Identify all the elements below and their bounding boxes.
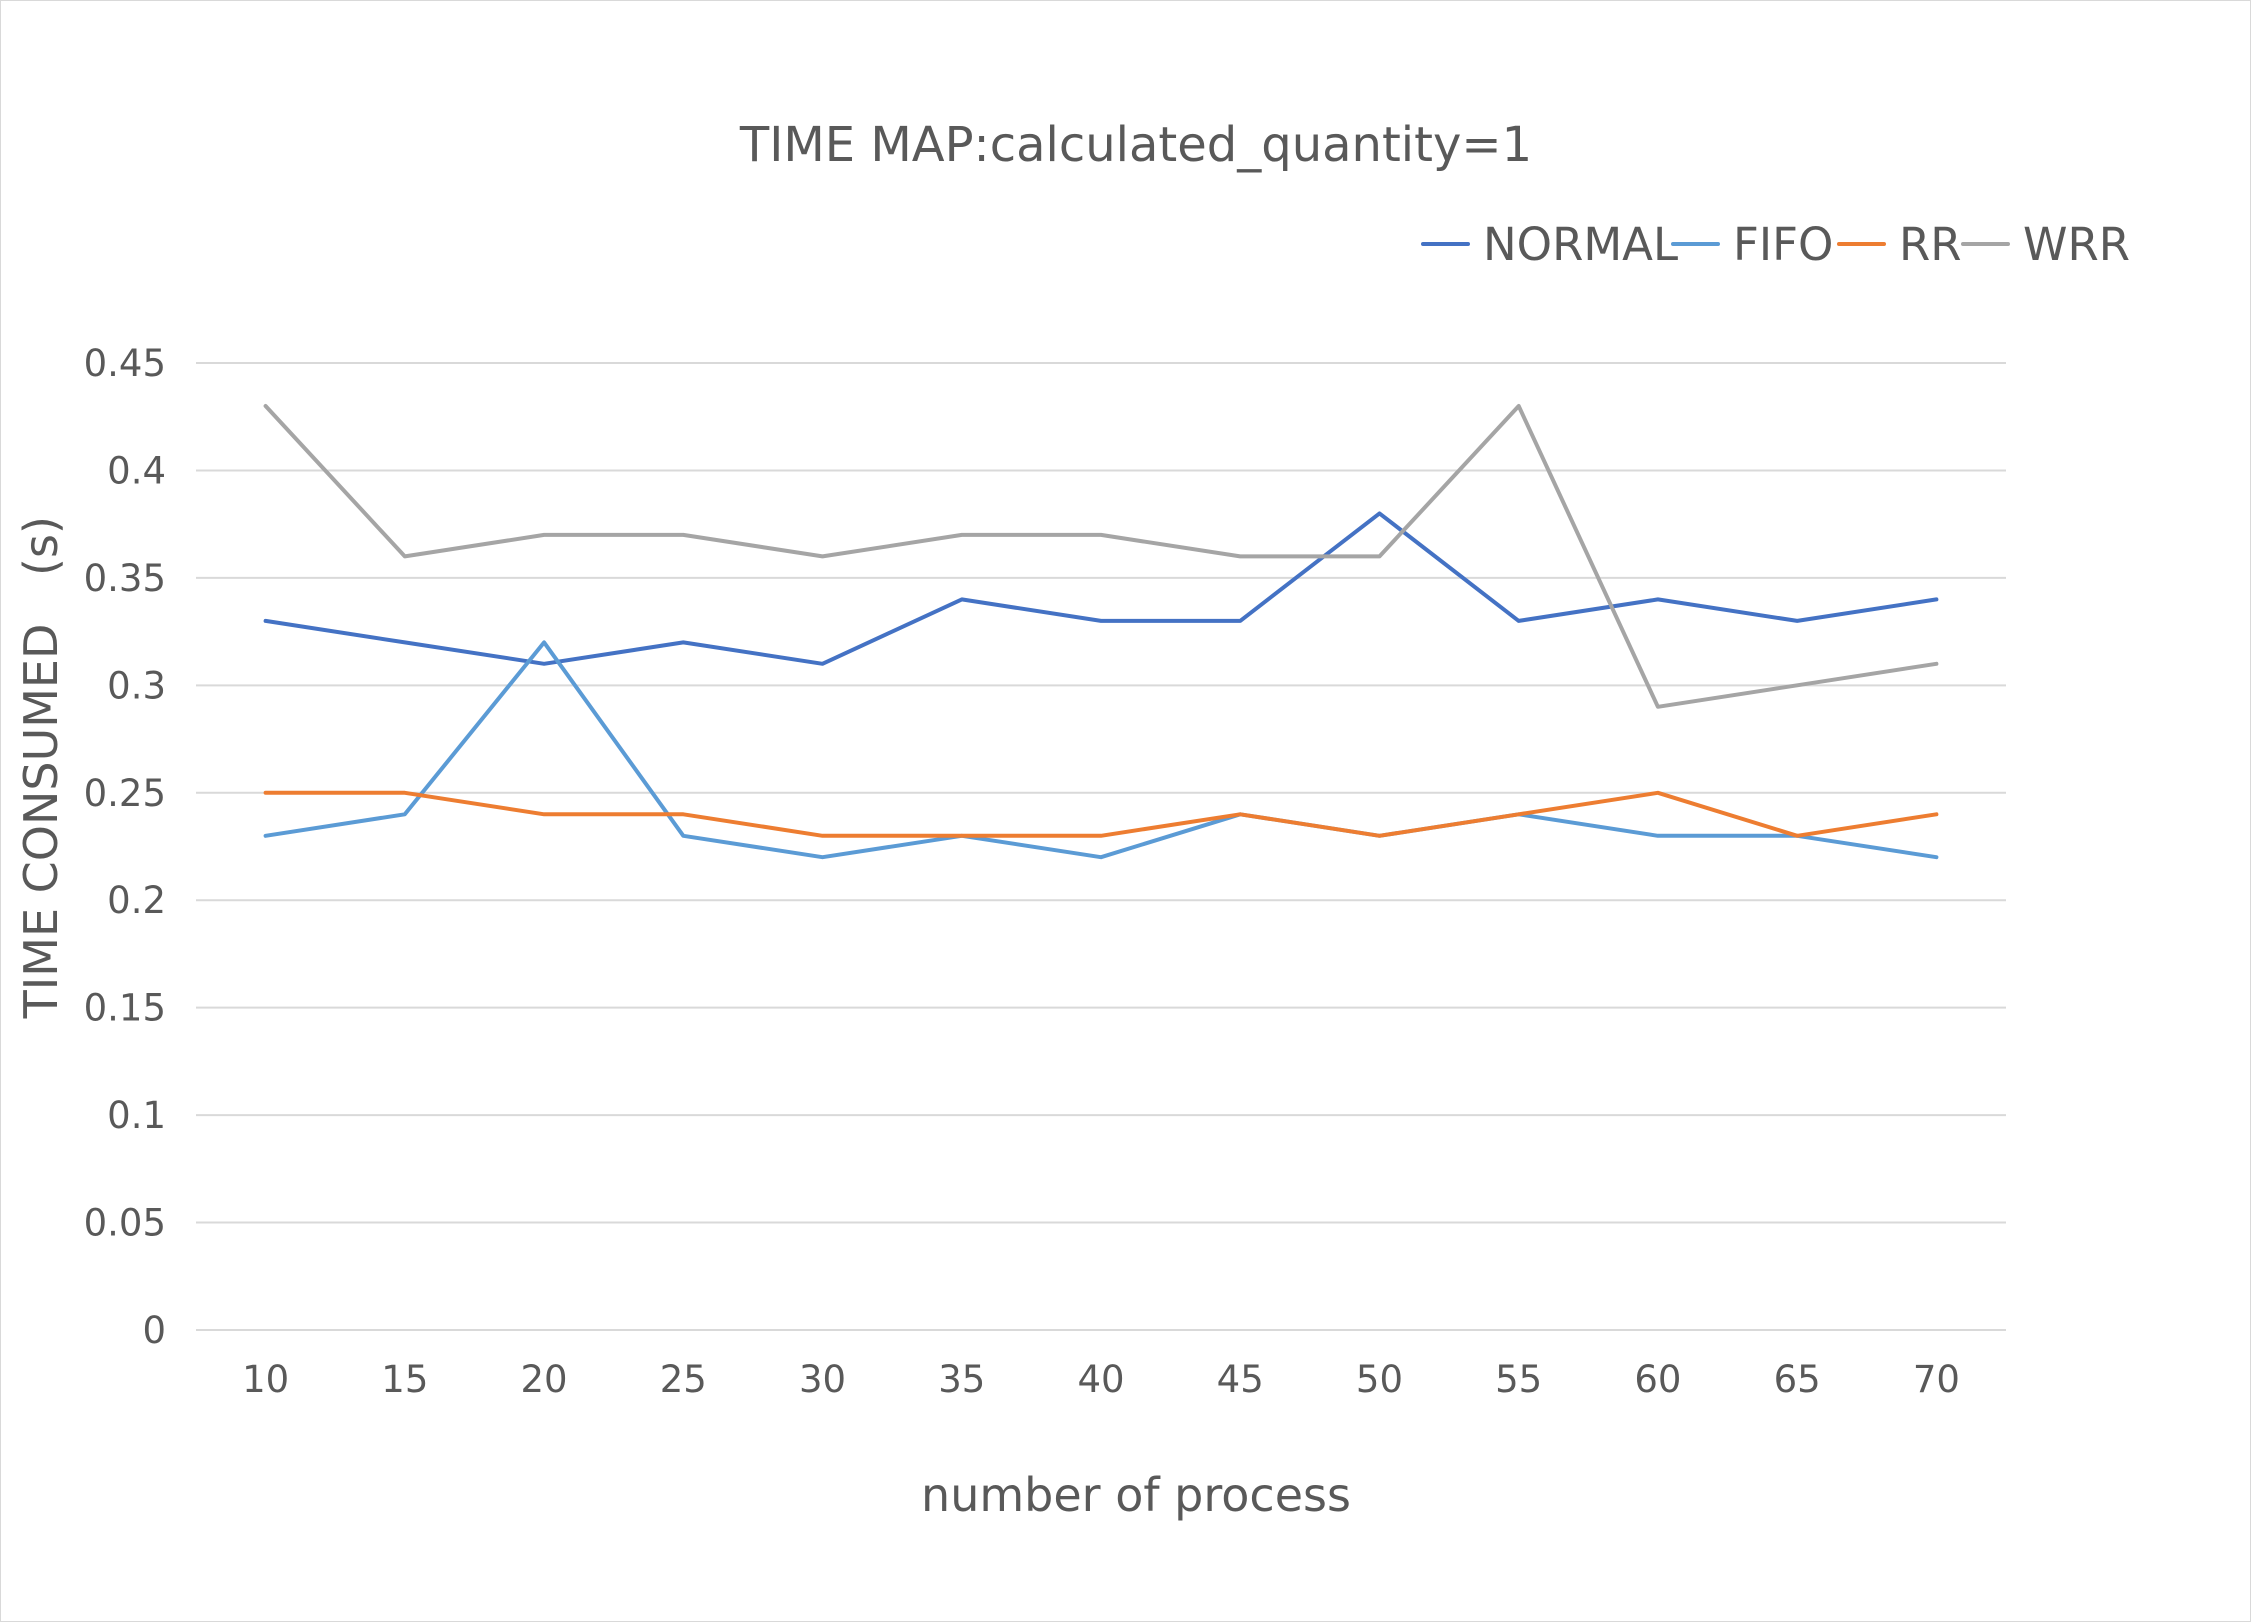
legend: NORMAL FIFO RR WRR xyxy=(1421,218,2130,271)
series-line-normal xyxy=(263,511,1939,666)
x-tick-label: 25 xyxy=(660,1358,707,1401)
x-tick-label: 35 xyxy=(938,1358,985,1401)
x-tick-label: 45 xyxy=(1217,1358,1264,1401)
x-axis-tick-labels: 10 15 20 25 30 35 40 45 50 55 60 65 70 xyxy=(242,1358,1960,1401)
x-tick-label: 30 xyxy=(799,1358,846,1401)
x-tick-label: 70 xyxy=(1913,1358,1960,1401)
x-axis-title: number of process xyxy=(921,1468,1351,1522)
y-tick-label: 0.3 xyxy=(107,664,166,707)
x-tick-label: 65 xyxy=(1774,1358,1821,1401)
series-line-wrr xyxy=(263,404,1939,709)
x-tick-label: 50 xyxy=(1356,1358,1403,1401)
legend-label: RR xyxy=(1899,218,1962,271)
x-tick-label: 10 xyxy=(242,1358,289,1401)
y-tick-label: 0.1 xyxy=(107,1094,166,1137)
y-tick-label: 0.2 xyxy=(107,879,166,922)
y-axis-title: TIME CONSUMED (s) xyxy=(14,516,68,1019)
y-tick-label: 0.35 xyxy=(84,557,166,600)
y-tick-label: 0 xyxy=(142,1309,166,1352)
series-line-rr xyxy=(263,790,1939,838)
x-tick-label: 40 xyxy=(1077,1358,1124,1401)
x-tick-label: 20 xyxy=(521,1358,568,1401)
series-line-fifo xyxy=(263,640,1939,860)
legend-label: FIFO xyxy=(1733,218,1833,271)
legend-label: NORMAL xyxy=(1483,218,1678,271)
y-axis-title-main: TIME CONSUMED xyxy=(14,624,68,1020)
y-axis-title-unit: (s) xyxy=(14,516,68,576)
y-tick-label: 0.15 xyxy=(84,987,166,1030)
y-tick-label: 0.45 xyxy=(84,342,166,385)
x-tick-label: 15 xyxy=(381,1358,428,1401)
series-lines xyxy=(263,404,1939,860)
chart-title: TIME MAP:calculated_quantity=1 xyxy=(739,117,1532,173)
gridlines xyxy=(196,362,2006,1331)
y-axis-tick-labels: 0 0.05 0.1 0.15 0.2 0.25 0.3 0.35 0.4 0.45 xyxy=(84,342,166,1352)
legend-label: WRR xyxy=(2023,218,2130,271)
y-tick-label: 0.4 xyxy=(107,449,166,492)
x-tick-label: 55 xyxy=(1495,1358,1542,1401)
x-tick-label: 60 xyxy=(1634,1358,1681,1401)
y-tick-label: 0.05 xyxy=(84,1202,166,1245)
y-tick-label: 0.25 xyxy=(84,772,166,815)
